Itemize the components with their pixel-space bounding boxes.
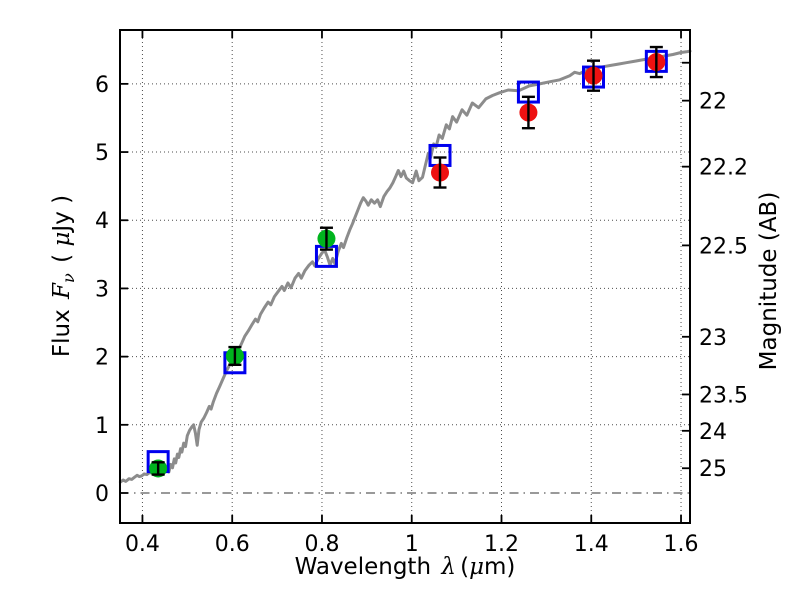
axes-frame [119, 29, 691, 524]
magnitude-tick-label: 23.5 [699, 383, 748, 408]
y-axis-label-right: Magnitude (AB) [756, 191, 782, 371]
y-axis-label-left: Flux Fν ( μJy ) [49, 194, 78, 358]
x-tick-label: 0.8 [304, 532, 339, 557]
y-unit-rest: Jy ) [49, 194, 75, 232]
flux-tick-label: 1 [95, 414, 109, 439]
magnitude-tick-label: 25 [699, 457, 727, 482]
mu-symbol: μ [469, 554, 485, 580]
x-unit-rest: m) [484, 554, 516, 580]
x-unit-open: ( [460, 554, 470, 580]
flux-symbol: F [49, 282, 75, 299]
x-tick-label: 1.6 [664, 532, 699, 557]
x-tick-label: 0.6 [215, 532, 250, 557]
flux-tick-label: 6 [95, 73, 109, 98]
x-tick-label: 1 [405, 532, 419, 557]
flux-word: Flux [49, 309, 75, 358]
magnitude-tick-label: 23 [699, 326, 727, 351]
flux-tick-label: 2 [95, 346, 109, 371]
flux-tick-label: 0 [95, 482, 109, 507]
magnitude-tick-label: 22.5 [699, 234, 748, 259]
x-axis-label: Wavelength λ (μm) [120, 554, 690, 580]
magnitude-tick-label: 24 [699, 420, 727, 445]
magnitude-tick-label: 22.2 [699, 156, 748, 181]
flux-tick-label: 4 [95, 209, 109, 234]
nu-subscript: ν [58, 273, 78, 283]
x-tick-label: 0.4 [125, 532, 160, 557]
x-tick-label: 1.4 [574, 532, 609, 557]
magnitude-tick-label: 22 [699, 90, 727, 115]
x-tick-label: 1.2 [484, 532, 519, 557]
x-axis-label-text: Wavelength [294, 554, 432, 580]
y-unit-open: ( [49, 246, 75, 263]
lambda-symbol: λ [441, 554, 456, 580]
mu-symbol-left: μ [49, 231, 75, 247]
flux-tick-label: 5 [95, 141, 109, 166]
model-spectrum-curve [118, 49, 692, 484]
flux-tick-label: 3 [95, 277, 109, 302]
